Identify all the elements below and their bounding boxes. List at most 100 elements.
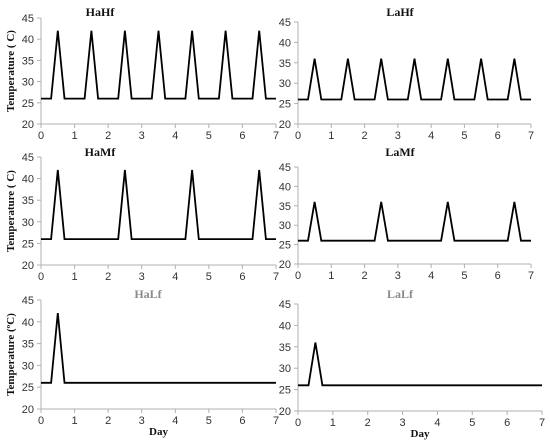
x-tick-label: 4: [172, 415, 178, 427]
x-tick-label: 6: [495, 130, 501, 142]
x-tick-label: 1: [328, 130, 334, 142]
x-tick-label: 4: [428, 270, 434, 282]
x-axis-label: Day: [411, 428, 430, 440]
x-tick-label: 5: [469, 417, 475, 429]
y-tick-label: 25: [22, 238, 34, 250]
x-tick-label: 2: [365, 417, 371, 429]
y-tick-label: 20: [22, 404, 34, 416]
y-axis-label: Temperature ( C): [5, 170, 17, 252]
y-tick-label: 25: [279, 385, 291, 397]
y-tick-label: 40: [22, 34, 34, 46]
y-tick-label: 35: [279, 342, 291, 354]
y-tick-label: 35: [279, 201, 291, 213]
x-tick-label: 5: [461, 130, 467, 142]
panel-title: LaHf: [386, 5, 414, 19]
y-tick-label: 40: [279, 37, 291, 49]
temperature-series-line: [41, 30, 276, 100]
x-axis-label: Day: [149, 426, 168, 438]
temperature-series-line: [298, 201, 531, 242]
x-tick-label: 3: [139, 415, 145, 427]
x-tick-label: 6: [239, 271, 245, 283]
x-tick-label: 7: [528, 270, 534, 282]
x-tick-label: 0: [295, 417, 301, 429]
x-tick-label: 6: [495, 270, 501, 282]
x-tick-label: 5: [461, 270, 467, 282]
x-tick-label: 1: [330, 417, 336, 429]
x-tick-label: 1: [328, 270, 334, 282]
y-tick-label: 30: [279, 78, 291, 90]
x-tick-label: 5: [206, 415, 212, 427]
y-tick-label: 35: [22, 195, 34, 207]
y-tick-label: 35: [279, 58, 291, 70]
panel-title: HaMf: [85, 145, 117, 159]
y-tick-label: 45: [22, 295, 34, 307]
y-tick-label: 25: [22, 98, 34, 110]
panel-title: HaLf: [134, 287, 162, 301]
y-tick-label: 25: [22, 382, 34, 394]
y-tick-label: 40: [279, 320, 291, 332]
y-tick-label: 45: [279, 162, 291, 174]
x-tick-label: 7: [273, 415, 279, 427]
y-tick-label: 35: [22, 339, 34, 351]
x-tick-label: 2: [362, 130, 368, 142]
x-tick-label: 1: [72, 271, 78, 283]
x-tick-label: 2: [105, 271, 111, 283]
temperature-series-line: [41, 313, 276, 384]
x-tick-label: 4: [172, 271, 178, 283]
x-tick-label: 3: [139, 130, 145, 142]
x-tick-label: 5: [206, 130, 212, 142]
y-tick-label: 40: [22, 174, 34, 186]
x-tick-label: 5: [206, 271, 212, 283]
y-tick-label: 20: [279, 119, 291, 131]
x-tick-label: 3: [395, 130, 401, 142]
y-tick-label: 35: [22, 55, 34, 67]
x-tick-label: 3: [395, 270, 401, 282]
y-tick-label: 30: [22, 77, 34, 89]
x-tick-label: 7: [528, 130, 534, 142]
x-tick-label: 7: [539, 417, 545, 429]
y-tick-label: 30: [279, 363, 291, 375]
y-tick-label: 30: [22, 360, 34, 372]
temperature-series-line: [298, 342, 542, 387]
y-tick-label: 40: [22, 317, 34, 329]
x-tick-label: 0: [38, 271, 44, 283]
x-tick-label: 1: [72, 130, 78, 142]
y-tick-label: 20: [22, 119, 34, 131]
x-tick-label: 0: [295, 130, 301, 142]
y-axis-label: Temperature ( C): [5, 30, 17, 112]
temperature-series-line: [298, 58, 531, 101]
x-tick-label: 6: [239, 415, 245, 427]
x-tick-label: 6: [239, 130, 245, 142]
y-axis-label: Temperature (ºC): [5, 313, 17, 396]
y-tick-label: 30: [22, 217, 34, 229]
x-tick-label: 3: [400, 417, 406, 429]
x-tick-label: 6: [504, 417, 510, 429]
x-tick-label: 4: [434, 417, 440, 429]
y-tick-label: 20: [279, 259, 291, 271]
x-tick-label: 7: [273, 271, 279, 283]
x-tick-label: 1: [72, 415, 78, 427]
y-tick-label: 45: [279, 299, 291, 311]
panel-title: HaHf: [86, 5, 116, 19]
x-tick-label: 7: [273, 130, 279, 142]
y-tick-label: 20: [279, 406, 291, 418]
y-tick-label: 45: [22, 152, 34, 164]
temperature-series-line: [41, 169, 276, 241]
panel-hahf: HaHf Temperature ( C) 0 1 2 3 4 5 6 72025303540…: [5, 5, 279, 142]
x-tick-label: 4: [172, 130, 178, 142]
x-tick-label: 0: [295, 270, 301, 282]
x-tick-label: 0: [38, 130, 44, 142]
y-tick-label: 40: [279, 181, 291, 193]
panel-title: LaMf: [385, 145, 415, 159]
x-tick-label: 0: [38, 415, 44, 427]
y-tick-label: 25: [279, 99, 291, 111]
x-tick-label: 2: [105, 415, 111, 427]
y-tick-label: 25: [279, 240, 291, 252]
y-tick-label: 20: [22, 260, 34, 272]
x-tick-label: 4: [428, 130, 434, 142]
y-tick-label: 45: [279, 17, 291, 29]
x-tick-label: 2: [362, 270, 368, 282]
panel-half: HaLf Temperature (ºC) Day 0 1 2 3 4 5 6 7202530…: [5, 287, 279, 438]
